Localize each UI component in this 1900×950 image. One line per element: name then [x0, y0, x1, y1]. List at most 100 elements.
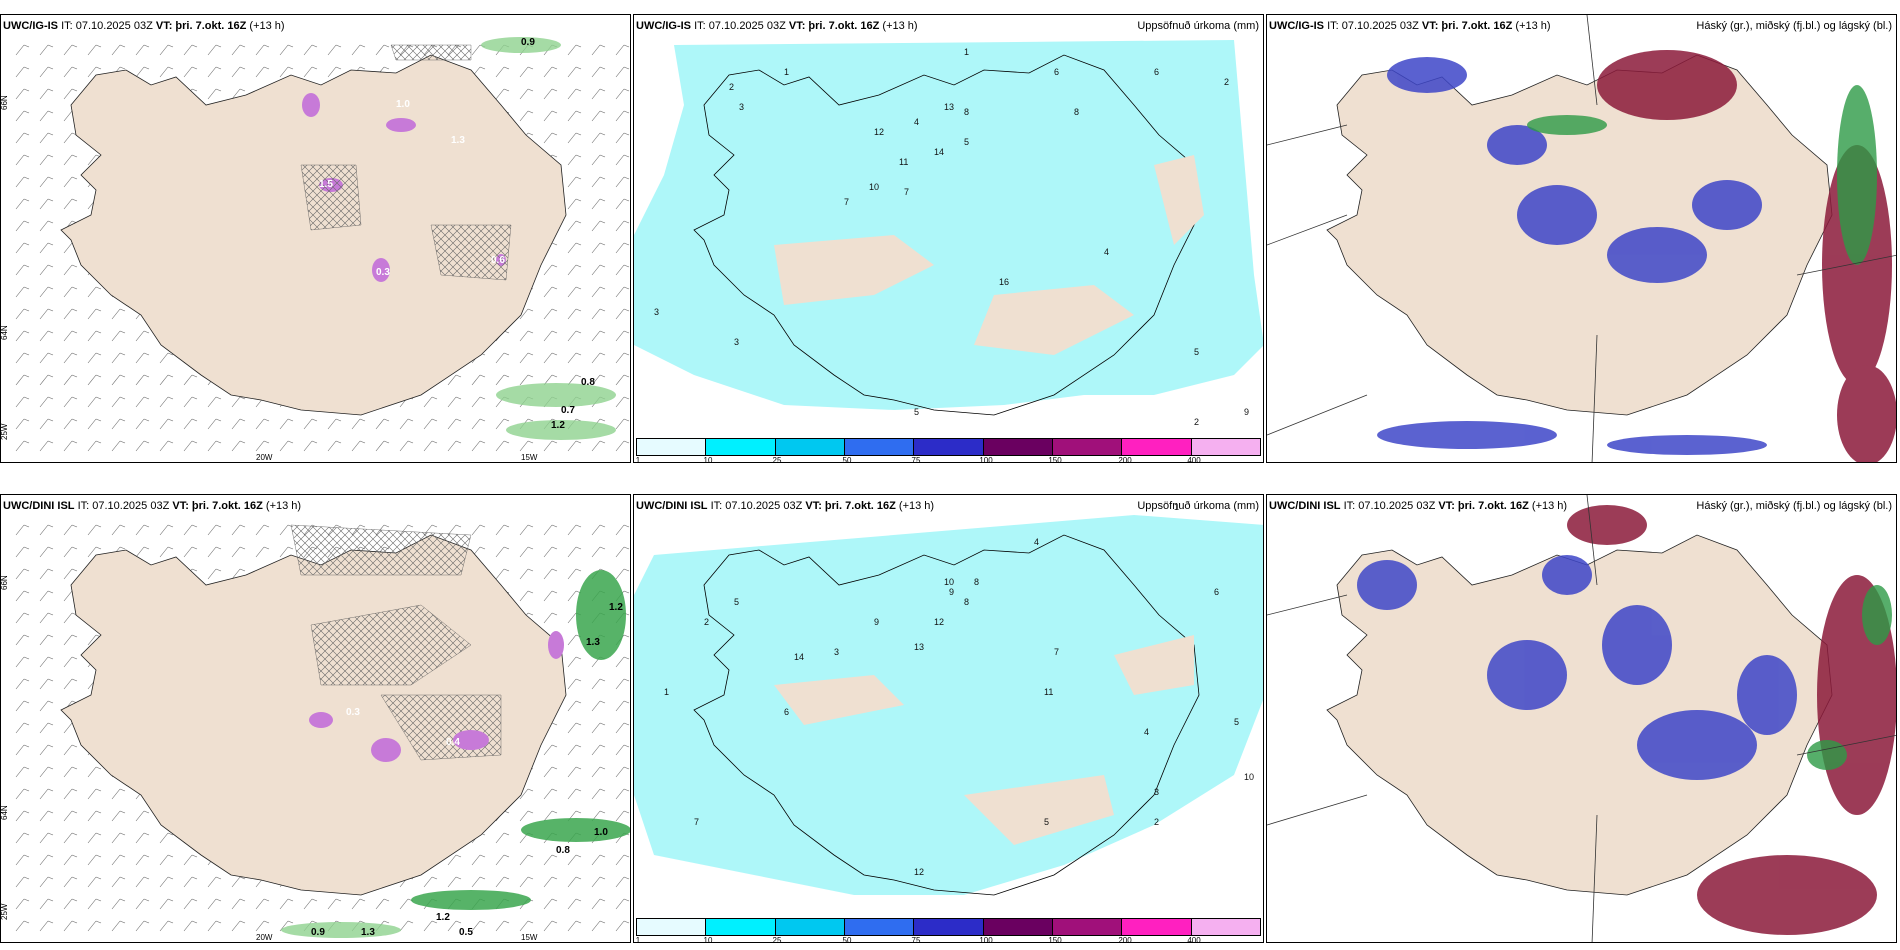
- colorbar-swatch: [1122, 919, 1192, 935]
- wind-barb-tick: [167, 524, 174, 528]
- colorbar-swatch: [775, 919, 845, 935]
- wind-barb: [39, 920, 49, 932]
- wind-barb: [39, 220, 49, 232]
- value-label: 7: [904, 187, 909, 197]
- wind-barb-tick: [71, 198, 78, 202]
- wind-barb-tick: [527, 568, 534, 572]
- wind-barb: [615, 876, 625, 888]
- wind-barb-tick: [551, 66, 558, 70]
- wind-barb-tick: [143, 418, 150, 422]
- wind-barb: [135, 854, 145, 866]
- wind-barb: [63, 440, 73, 452]
- wind-barb-tick: [479, 876, 486, 880]
- wind-barb: [15, 330, 25, 342]
- wind-barb-tick: [455, 396, 462, 400]
- wind-barb: [447, 418, 457, 430]
- wind-barb: [591, 330, 601, 342]
- wind-barb: [183, 854, 193, 866]
- wind-barb: [63, 308, 73, 320]
- colorbar-labels: 1 10 25 50 75 100 150 200 400: [636, 936, 1261, 943]
- wind-barb-tick: [215, 546, 222, 550]
- wind-barb: [87, 440, 97, 452]
- wind-barb-tick: [383, 66, 390, 70]
- wind-barb-tick: [47, 242, 54, 246]
- wind-barb-tick: [47, 700, 54, 704]
- wind-barb: [207, 66, 217, 78]
- wind-barb-tick: [575, 920, 582, 924]
- wind-barb-tick: [527, 876, 534, 880]
- wind-barb-tick: [23, 546, 30, 550]
- wind-barb-tick: [23, 766, 30, 770]
- wind-barb-tick: [551, 88, 558, 92]
- wind-barb-tick: [551, 744, 558, 748]
- wind-barb-tick: [23, 242, 30, 246]
- wind-barb-tick: [479, 920, 486, 924]
- wind-barb: [15, 132, 25, 144]
- wind-barb-tick: [23, 700, 30, 704]
- wind-barb-tick: [23, 220, 30, 224]
- wind-barb: [543, 110, 553, 122]
- lead-time: (+13 h): [882, 20, 918, 32]
- wind-barb-tick: [119, 418, 126, 422]
- wind-barb: [231, 898, 241, 910]
- wind-barb: [111, 920, 121, 932]
- value-label: 16: [999, 277, 1009, 287]
- wind-barb-tick: [503, 854, 510, 858]
- wind-barb: [519, 88, 529, 100]
- wind-barb-tick: [95, 352, 102, 356]
- wind-barb: [87, 810, 97, 822]
- wind-barb: [567, 198, 577, 210]
- colorbar-tick: 400: [1187, 936, 1201, 943]
- wind-barb-tick: [575, 44, 582, 48]
- wind-barb-tick: [527, 308, 534, 312]
- wind-barb-tick: [575, 154, 582, 158]
- wind-barb-tick: [311, 66, 318, 70]
- colorbar-tick: 25: [772, 936, 782, 943]
- wind-barb: [615, 176, 625, 188]
- wind-barb-tick: [527, 132, 534, 136]
- wind-barb-tick: [527, 374, 534, 378]
- wind-barb-tick: [623, 110, 630, 114]
- wind-barb-tick: [575, 656, 582, 660]
- wind-barb: [615, 110, 625, 122]
- wind-barb-tick: [623, 568, 630, 572]
- wind-barb-tick: [575, 176, 582, 180]
- wind-barb: [519, 374, 529, 386]
- wind-barb: [591, 374, 601, 386]
- wind-barb: [15, 88, 25, 100]
- wind-barb: [231, 920, 241, 932]
- wind-barb: [255, 44, 265, 56]
- wind-barb: [135, 66, 145, 78]
- wind-barb: [567, 440, 577, 452]
- wind-barb: [495, 568, 505, 580]
- wind-barb: [111, 396, 121, 408]
- wind-barb-tick: [551, 810, 558, 814]
- wind-barb: [15, 396, 25, 408]
- colorbar-swatch: [1052, 919, 1123, 935]
- model-name: UWC/DINI ISL: [1269, 500, 1341, 512]
- wind-barb-tick: [215, 524, 222, 528]
- wind-barb: [543, 286, 553, 298]
- colorbar-tick: 150: [1048, 936, 1062, 943]
- wind-barb-tick: [23, 418, 30, 422]
- wind-barb: [15, 766, 25, 778]
- wind-barb-tick: [239, 898, 246, 902]
- wind-barb: [87, 832, 97, 844]
- wind-barb: [87, 524, 97, 536]
- wind-barb: [567, 66, 577, 78]
- wind-barb-tick: [551, 286, 558, 290]
- precip-colorbar: [636, 438, 1261, 456]
- wind-barb-tick: [359, 524, 366, 528]
- wind-barb: [615, 810, 625, 822]
- wind-barb: [87, 546, 97, 558]
- wind-barb: [231, 524, 241, 536]
- lon-label-25: 25W: [1, 903, 9, 920]
- wind-barb: [135, 352, 145, 364]
- wind-barb: [231, 418, 241, 430]
- wind-barb-tick: [623, 154, 630, 158]
- wind-barb: [471, 876, 481, 888]
- wind-barb: [111, 876, 121, 888]
- wind-barb: [543, 854, 553, 866]
- wind-barb-tick: [191, 418, 198, 422]
- wind-barb-tick: [119, 374, 126, 378]
